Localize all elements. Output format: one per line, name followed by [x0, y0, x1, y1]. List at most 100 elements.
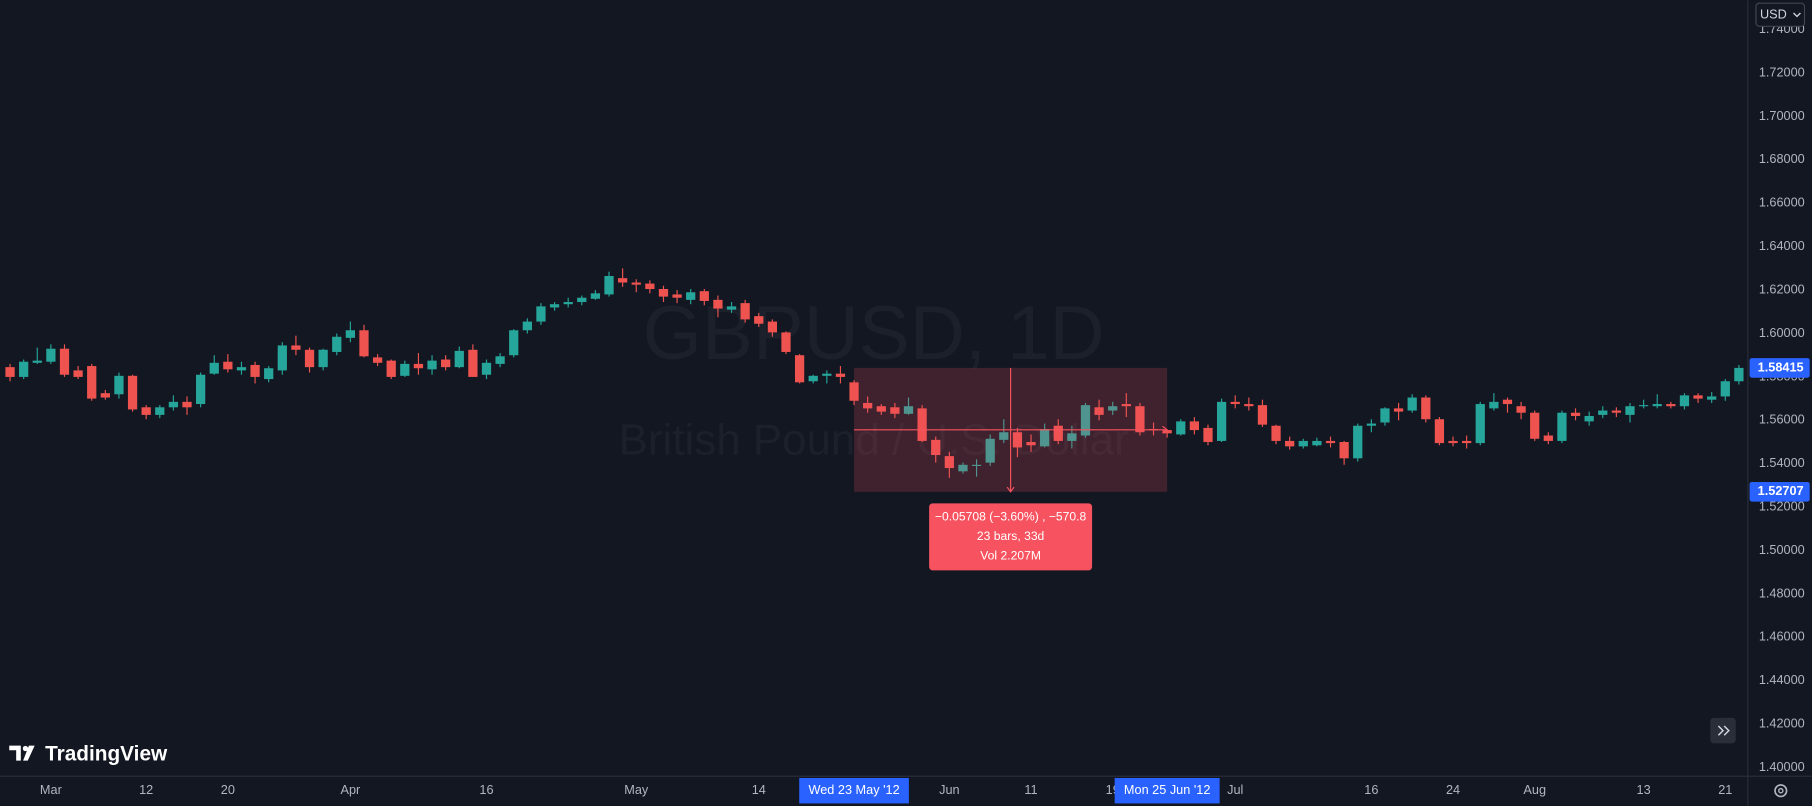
- candle-body: [1462, 440, 1472, 444]
- candle-body: [1353, 425, 1363, 459]
- candle-body: [1121, 404, 1131, 407]
- candle-body: [931, 439, 941, 456]
- candle-body: [822, 373, 832, 376]
- candle-body: [1679, 395, 1690, 407]
- candle-body: [971, 464, 982, 466]
- candle-body: [1530, 412, 1540, 439]
- y-tick-label: 1.44000: [1759, 672, 1805, 687]
- candle-body: [1557, 412, 1567, 441]
- candle-body: [291, 345, 301, 350]
- candle-body: [1380, 408, 1390, 423]
- candle-body: [1393, 408, 1404, 412]
- y-tick-label: 1.66000: [1759, 195, 1805, 210]
- gear-icon: [1774, 784, 1788, 798]
- candle-body: [1230, 401, 1240, 405]
- candle-body: [740, 303, 750, 320]
- y-tick-label: 1.52000: [1759, 498, 1805, 513]
- candle-body: [332, 336, 342, 352]
- candle-body: [958, 464, 968, 472]
- candle-body: [1203, 427, 1213, 443]
- candle-body: [196, 374, 206, 405]
- y-tick-label: 1.70000: [1759, 108, 1805, 123]
- candle-body: [141, 407, 151, 415]
- candle-body: [1339, 442, 1349, 459]
- candle-body: [618, 278, 628, 283]
- candle-body: [1475, 404, 1485, 444]
- x-tick-label: 11: [1024, 782, 1037, 797]
- candle-body: [46, 348, 56, 362]
- candle-body: [1734, 367, 1744, 382]
- candle-body: [604, 275, 614, 295]
- candle-body: [1094, 407, 1104, 415]
- y-tick-label: 1.40000: [1759, 759, 1805, 774]
- candle-body: [713, 299, 723, 309]
- candle-body: [1502, 399, 1513, 405]
- y-tick-label: 1.56000: [1759, 412, 1805, 427]
- candle-body: [1611, 410, 1622, 413]
- candle-body: [1638, 405, 1649, 407]
- measure-arrow: [1006, 486, 1015, 493]
- candle-body: [1448, 440, 1458, 444]
- measure-tooltip: [929, 503, 1093, 571]
- candle-body: [522, 321, 532, 331]
- candle-body: [726, 306, 737, 310]
- candle-body: [73, 370, 83, 377]
- currency-caret: [1793, 12, 1801, 18]
- candle-body: [32, 360, 42, 363]
- candle-body: [114, 375, 124, 395]
- candle-body: [19, 361, 29, 377]
- logo-mark: [9, 745, 21, 761]
- candle-body: [917, 408, 927, 441]
- candle-body: [1312, 440, 1322, 446]
- candle-body: [767, 321, 777, 333]
- candle-body: [509, 330, 519, 356]
- price-label-bg: [1749, 358, 1810, 378]
- candle-body: [890, 407, 900, 414]
- candle-body: [209, 362, 219, 374]
- candle-body: [359, 330, 369, 357]
- candle-body: [468, 349, 478, 377]
- settings-button[interactable]: [1774, 784, 1788, 798]
- x-tick-label: 21: [1718, 782, 1732, 797]
- candle-body: [944, 456, 954, 469]
- candle-body: [1298, 440, 1308, 447]
- x-tick-label: 24: [1446, 782, 1460, 797]
- measure-tooltip-text: −0.05708 (−3.60%) , −570.8: [935, 509, 1087, 523]
- candle-body: [1040, 428, 1050, 447]
- y-tick-label: 1.68000: [1759, 151, 1805, 166]
- candle-body: [127, 375, 138, 410]
- y-tick-label: 1.72000: [1759, 64, 1805, 79]
- candle-body: [1407, 397, 1417, 411]
- plot-area: −0.05708 (−3.60%) , −570.8 23 bars, 33d Vo…: [5, 268, 1744, 571]
- candle-body: [1285, 440, 1295, 447]
- candle-body: [1176, 421, 1186, 435]
- candle-body: [1543, 435, 1553, 441]
- candle-body: [1707, 396, 1717, 400]
- candle-body: [999, 432, 1009, 440]
- x-tick-label: Mar: [40, 782, 63, 797]
- x-highlight-label: Wed 23 May '12: [808, 782, 899, 797]
- candle-body: [345, 330, 355, 338]
- logo-dot: [22, 745, 29, 752]
- candle-body: [1257, 405, 1268, 425]
- x-highlight-label: Mon 25 Jun '12: [1124, 782, 1210, 797]
- measure-tooltip-text: Vol 2.207M: [980, 549, 1041, 563]
- x-tick-label: Aug: [1523, 782, 1546, 797]
- candle-body: [1244, 404, 1254, 407]
- y-tick-label: 1.42000: [1759, 716, 1805, 731]
- candle-body: [304, 349, 315, 368]
- candle-body: [1652, 404, 1662, 407]
- candle-body: [903, 406, 914, 414]
- candle-body: [495, 356, 505, 364]
- x-tick-label: May: [624, 782, 649, 797]
- y-tick-label: 1.60000: [1759, 325, 1805, 340]
- candle-body: [100, 393, 110, 398]
- candle-body: [481, 362, 492, 375]
- price-label: 1.52707: [1758, 483, 1804, 498]
- currency-button[interactable]: [1755, 2, 1806, 27]
- candle-body: [1584, 415, 1594, 422]
- candle-body: [808, 375, 818, 382]
- candle-body: [59, 348, 70, 375]
